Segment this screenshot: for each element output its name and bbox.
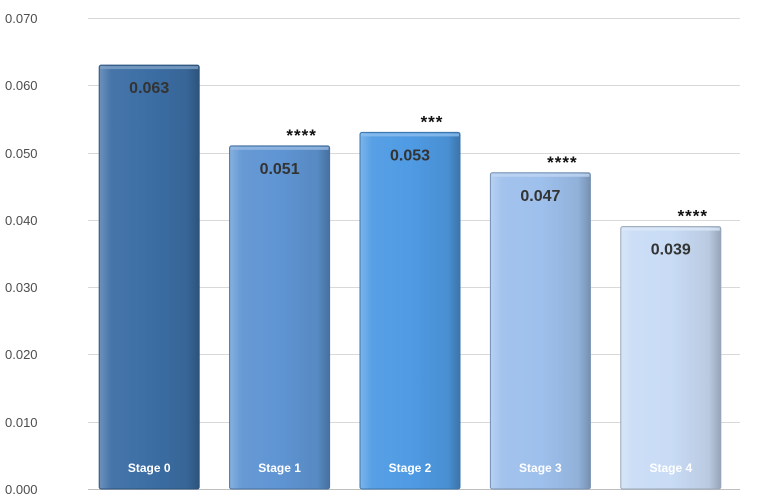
value-label: 0.063 <box>129 80 169 97</box>
value-label: 0.039 <box>651 242 691 259</box>
value-label: 0.051 <box>260 161 300 178</box>
category-label: Stage 0 <box>128 461 171 475</box>
category-label: Stage 4 <box>649 461 692 475</box>
bar[interactable] <box>229 145 331 490</box>
y-tick-label: 0.030 <box>5 280 38 295</box>
y-tick-label: 0.070 <box>5 11 38 26</box>
bar[interactable] <box>620 226 722 490</box>
bar-top-highlight <box>361 133 459 137</box>
bar[interactable] <box>489 172 591 490</box>
y-tick-label: 0.040 <box>5 213 38 228</box>
y-tick-label: 0.020 <box>5 347 38 362</box>
significance-label: **** <box>286 126 316 145</box>
y-tick-label: 0.060 <box>5 78 38 93</box>
category-label: Stage 1 <box>258 461 301 475</box>
value-label: 0.053 <box>390 147 430 164</box>
y-axis-ticks: 0.000 0.010 0.020 0.030 0.040 0.050 0.060 0.070 <box>5 11 38 497</box>
bar-top-highlight <box>491 173 590 177</box>
bar-top-highlight <box>100 66 199 70</box>
bars <box>98 64 722 490</box>
category-label: Stage 3 <box>519 461 562 475</box>
significance-label: *** <box>421 112 444 131</box>
y-tick-label: 0.050 <box>5 146 38 161</box>
significance-label: **** <box>678 207 708 226</box>
y-tick-label: 0.010 <box>5 415 38 430</box>
significance-label: **** <box>547 153 577 172</box>
category-label: Stage 2 <box>389 461 432 475</box>
bar-top-highlight <box>230 146 329 150</box>
value-label: 0.047 <box>520 188 560 205</box>
bar-top-highlight <box>621 227 720 231</box>
bar[interactable] <box>359 131 461 490</box>
bar-labels: 0.063 Stage 0 0.051 Stage 1 **** 0.053 Stage 2… <box>128 80 708 475</box>
y-tick-label: 0.000 <box>5 482 38 497</box>
bar[interactable] <box>98 64 200 490</box>
